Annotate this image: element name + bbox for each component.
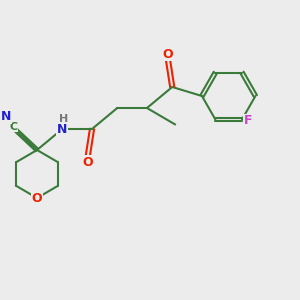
- Text: O: O: [32, 192, 42, 205]
- Text: C: C: [10, 122, 18, 132]
- Text: N: N: [57, 122, 68, 136]
- Text: N: N: [1, 110, 11, 124]
- Text: H: H: [59, 113, 68, 124]
- Text: O: O: [163, 47, 173, 61]
- Text: O: O: [82, 155, 93, 169]
- Text: F: F: [244, 114, 252, 128]
